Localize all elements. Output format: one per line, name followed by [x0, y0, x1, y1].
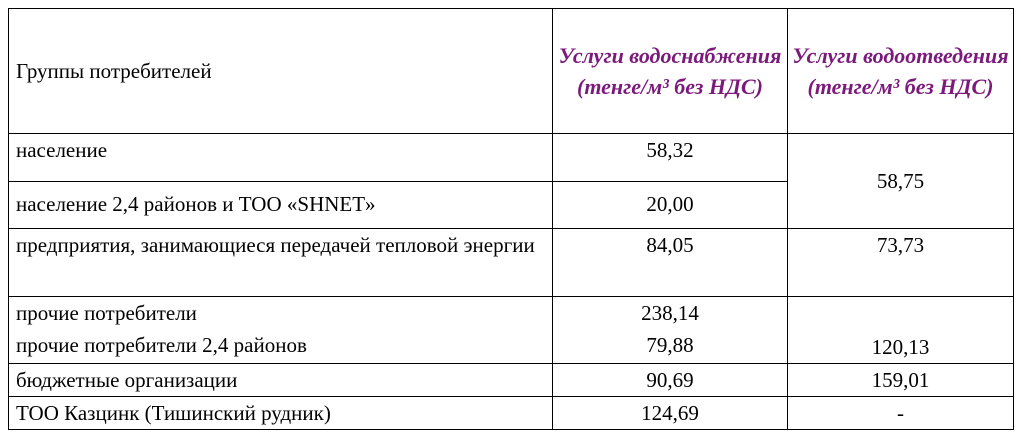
- disposal-cell: 73,73: [787, 228, 1014, 297]
- group-cell: прочие потребители: [8, 296, 553, 329]
- disposal-cell: 58,75: [787, 133, 1014, 229]
- group-cell: предприятия, занимающиеся передачей тепл…: [8, 228, 553, 297]
- disposal-cell: -: [787, 395, 1014, 430]
- supply-cell: 20,00: [552, 181, 788, 229]
- supply-cell: 79,88: [552, 329, 788, 364]
- table-row: прочие потребители 238,14 120,13: [8, 296, 1014, 364]
- table-row: бюджетные организации 90,69 159,01: [8, 362, 1014, 397]
- header-consumer-groups: Группы потребителей: [8, 8, 553, 134]
- group-cell: население 2,4 районов и ТОО «SHNET»: [8, 181, 553, 229]
- table-row: население 58,32 58,75: [8, 133, 1014, 229]
- tariff-table: Группы потребителей Услуги водоснабжения…: [8, 8, 1014, 430]
- supply-cell: 238,14: [552, 296, 788, 329]
- table-row: ТОО Казцинк (Тишинский рудник) 124,69 -: [8, 395, 1014, 430]
- supply-cell: 58,32: [552, 133, 788, 182]
- group-cell: прочие потребители 2,4 районов: [8, 329, 553, 364]
- table-row: прочие потребители 2,4 районов 79,88: [8, 329, 1014, 364]
- disposal-cell: 159,01: [787, 362, 1014, 397]
- header-water-disposal: Услуги водоотведения (тенге/м³ без НДС): [787, 8, 1014, 134]
- header-row: Группы потребителей Услуги водоснабжения…: [8, 8, 1014, 134]
- group-cell: бюджетные организации: [8, 362, 553, 397]
- group-cell: население: [8, 133, 553, 182]
- table-row: население 2,4 районов и ТОО «SHNET» 20,0…: [8, 181, 1014, 229]
- header-water-supply: Услуги водоснабжения (тенге/м³ без НДС): [552, 8, 788, 134]
- disposal-cell: 120,13: [787, 296, 1014, 364]
- table-row: предприятия, занимающиеся передачей тепл…: [8, 228, 1014, 297]
- supply-cell: 84,05: [552, 228, 788, 297]
- group-cell: ТОО Казцинк (Тишинский рудник): [8, 395, 553, 430]
- supply-cell: 90,69: [552, 362, 788, 397]
- supply-cell: 124,69: [552, 395, 788, 430]
